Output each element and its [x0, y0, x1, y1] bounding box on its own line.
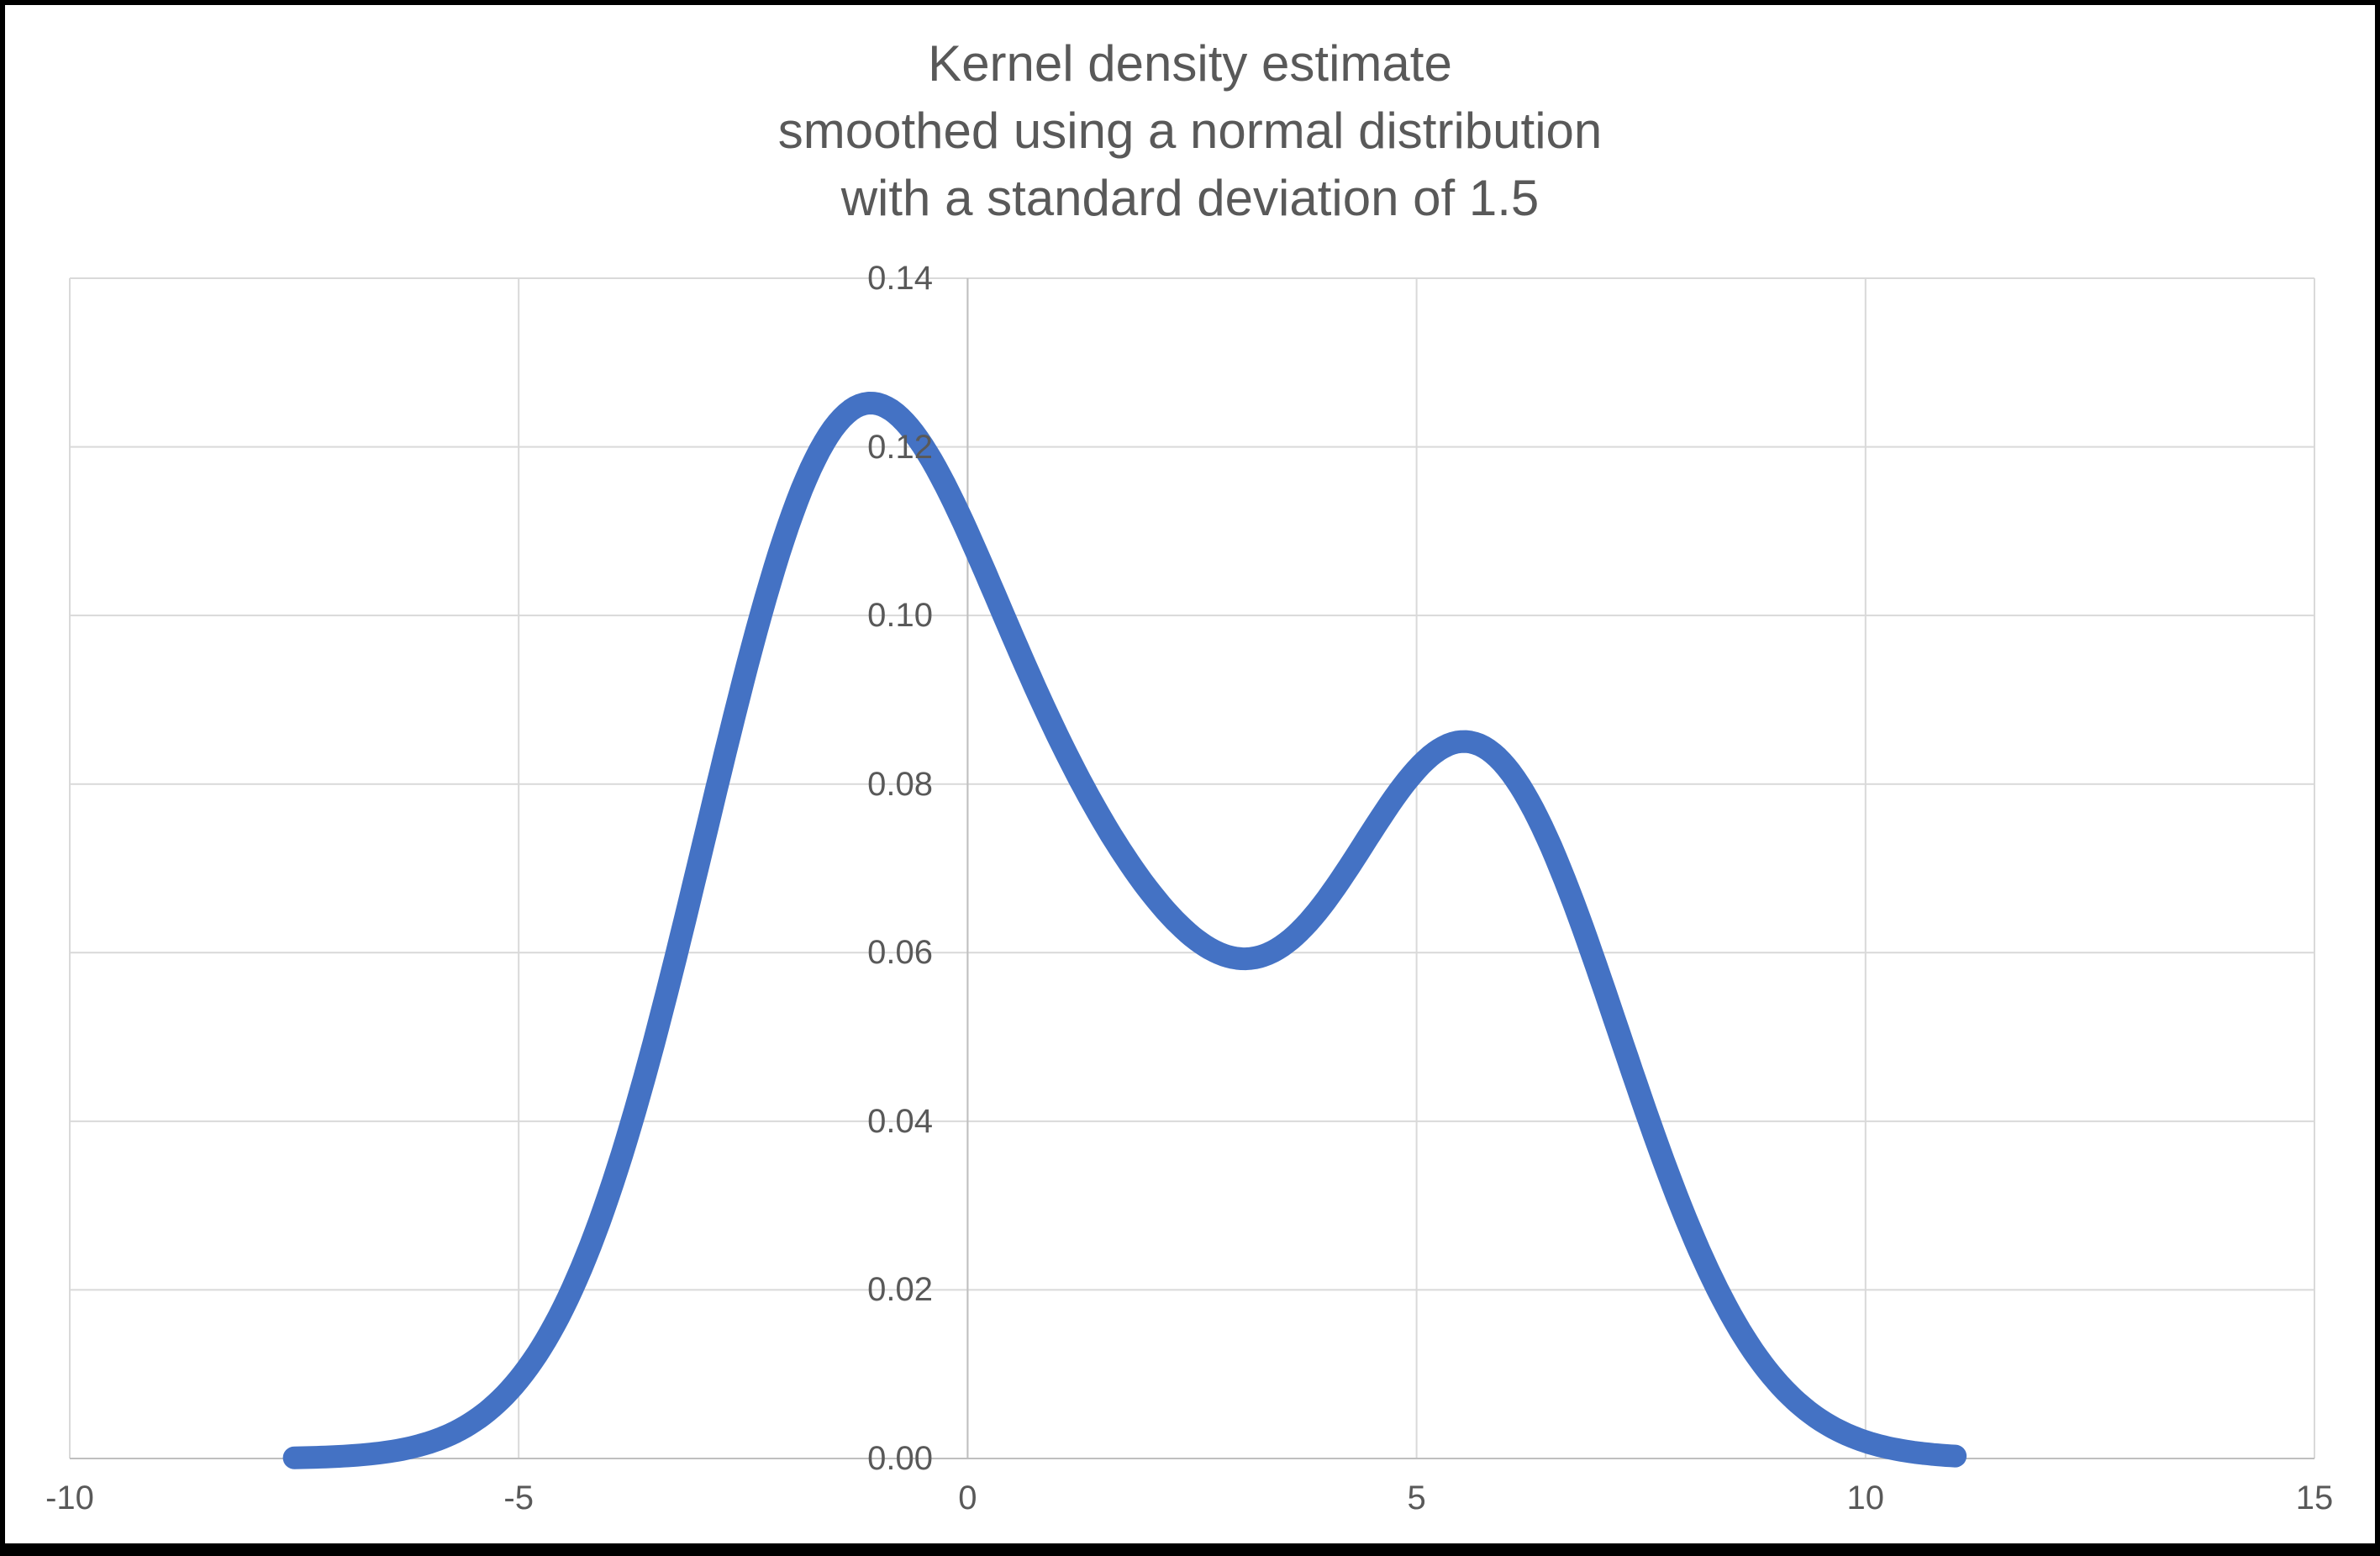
chart-title-line-3: with a standard deviation of 1.5: [840, 170, 1540, 226]
screenshot-border-top: [0, 0, 2380, 5]
chart-title-line-2: smoothed using a normal distribution: [777, 103, 1603, 159]
screenshot-border-right: [2375, 0, 2380, 1556]
chart-title: Kernel density estimate smoothed using a…: [0, 30, 2380, 232]
screenshot-border-left: [0, 0, 5, 1556]
kde-curve: [282, 392, 1967, 1469]
screenshot-border-bottom: [0, 1543, 2380, 1556]
chart-title-line-1: Kernel density estimate: [928, 35, 1452, 92]
